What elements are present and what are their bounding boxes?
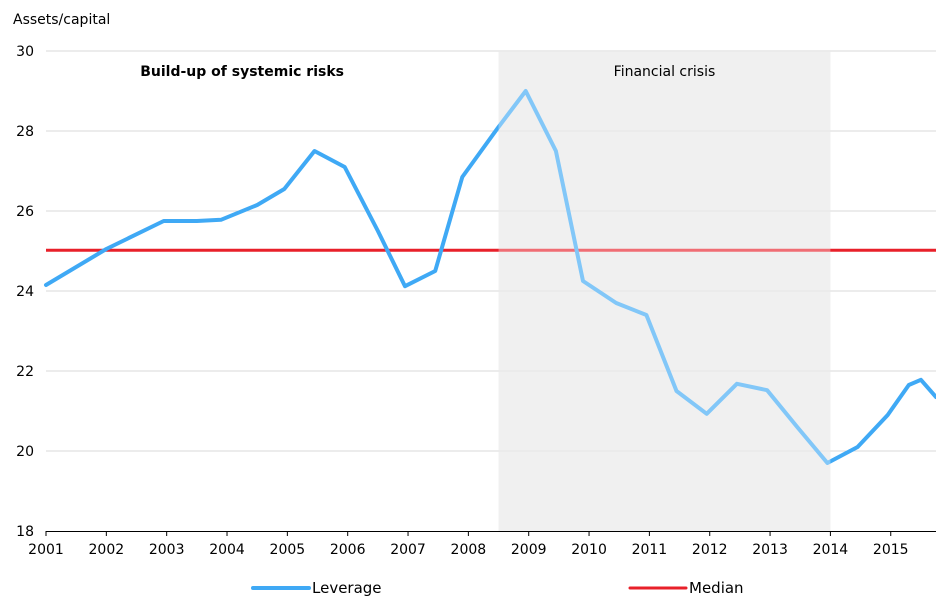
legend-label: Median	[689, 579, 744, 597]
x-tick-label: 2010	[571, 542, 607, 558]
y-tick-label: 28	[16, 124, 34, 140]
shaded-region-label: Financial crisis	[614, 64, 716, 80]
y-tick-label: 22	[16, 364, 34, 380]
legend-item-median: Median	[628, 579, 744, 597]
legend: Leverage Median	[251, 579, 744, 597]
gridlines	[46, 50, 936, 452]
x-tick-label: 2011	[632, 542, 668, 558]
y-tick-label: 30	[16, 44, 34, 60]
x-tick-label: 2007	[390, 542, 426, 558]
shaded-overlay	[498, 51, 831, 531]
x-tick-label: 2012	[692, 542, 728, 558]
x-tick-label: 2004	[209, 542, 245, 558]
shaded-region-overlay	[498, 51, 831, 531]
x-tick-label: 2015	[873, 542, 909, 558]
y-tick-label: 18	[16, 524, 34, 540]
y-tick-label: 24	[16, 284, 34, 300]
annotations: Financial crisis Build-up of systemic ris…	[140, 64, 715, 80]
x-tick-label: 2006	[330, 542, 366, 558]
leverage-line	[44, 89, 936, 465]
x-axis	[45, 531, 936, 536]
tick-labels: 18 20 22 24 26 28 30 2001 2002 2003 2004 2005 2006 20…	[16, 44, 908, 558]
x-tick-label: 2014	[813, 542, 849, 558]
x-tick-label: 2002	[89, 542, 125, 558]
x-tick-label: 2003	[149, 542, 185, 558]
x-tick-label: 2005	[270, 542, 306, 558]
x-tick-label: 2013	[752, 542, 788, 558]
x-tick-label: 2008	[451, 542, 487, 558]
y-axis-title: Assets/capital	[13, 12, 110, 28]
annotation-text: Build-up of systemic risks	[140, 64, 344, 80]
legend-item-leverage: Leverage	[251, 579, 382, 597]
y-tick-label: 26	[16, 204, 34, 220]
leverage-series	[44, 89, 936, 465]
legend-label: Leverage	[312, 579, 382, 597]
x-tick-label: 2009	[511, 542, 547, 558]
x-tick-label: 2001	[28, 542, 64, 558]
y-tick-label: 20	[16, 444, 34, 460]
